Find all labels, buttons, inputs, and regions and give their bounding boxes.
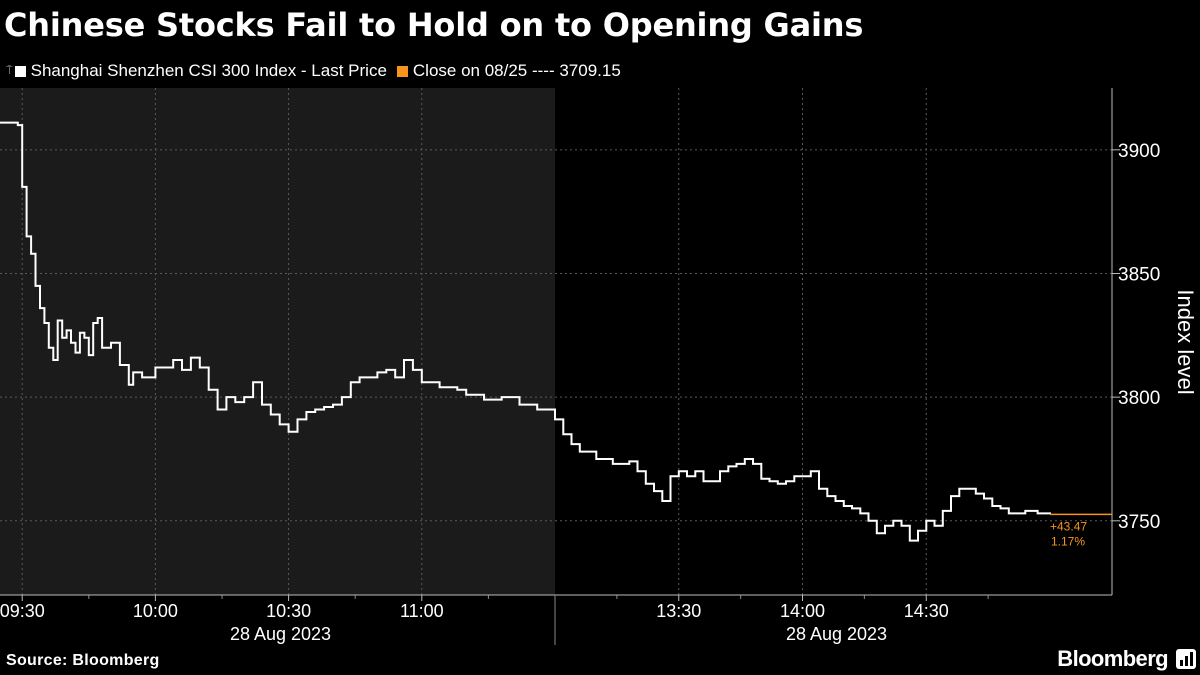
x-tick-label: 14:00 (780, 601, 825, 621)
y-tick-label: 3800 (1118, 388, 1160, 409)
session-date-label: 28 Aug 2023 (786, 624, 887, 644)
session-date-label: 28 Aug 2023 (230, 624, 331, 644)
x-tick-label: 14:30 (904, 601, 949, 621)
y-tick-label: 3750 (1118, 512, 1160, 533)
legend-label-last-price: Shanghai Shenzhen CSI 300 Index - Last P… (30, 61, 387, 80)
legend-swatch-prev-close (396, 65, 408, 77)
legend-item-last-price: ⍑ Shanghai Shenzhen CSI 300 Index - Last… (6, 61, 387, 81)
change-value-label: +43.47 (1050, 519, 1087, 533)
morning-session-shading (0, 88, 555, 595)
x-tick-label: 10:30 (266, 601, 311, 621)
y-tick-label: 3850 (1118, 264, 1160, 285)
chart-icon (1176, 649, 1196, 669)
x-tick-label: 13:30 (656, 601, 701, 621)
chart-title: Chinese Stocks Fail to Hold on to Openin… (4, 6, 864, 44)
y-tick-label: 3900 (1118, 141, 1160, 162)
legend-item-prev-close: Close on 08/25 ---- 3709.15 (396, 61, 621, 81)
legend-swatch-last-price (14, 65, 26, 77)
x-tick-label: 09:30 (0, 601, 45, 621)
legend: ⍑ Shanghai Shenzhen CSI 300 Index - Last… (6, 60, 631, 82)
x-tick-label: 10:00 (133, 601, 178, 621)
y-axis-label: Index level (1173, 289, 1198, 394)
brand-logo: Bloomberg (1057, 646, 1168, 671)
legend-label-prev-close: Close on 08/25 ---- 3709.15 (412, 61, 621, 80)
x-tick-label: 11:00 (400, 601, 444, 621)
source-note: Source: Bloomberg (6, 652, 160, 669)
change-percent-label: 1.17% (1051, 534, 1085, 548)
pin-icon: ⍑ (6, 64, 13, 77)
series-line-last-price (0, 121, 1051, 542)
